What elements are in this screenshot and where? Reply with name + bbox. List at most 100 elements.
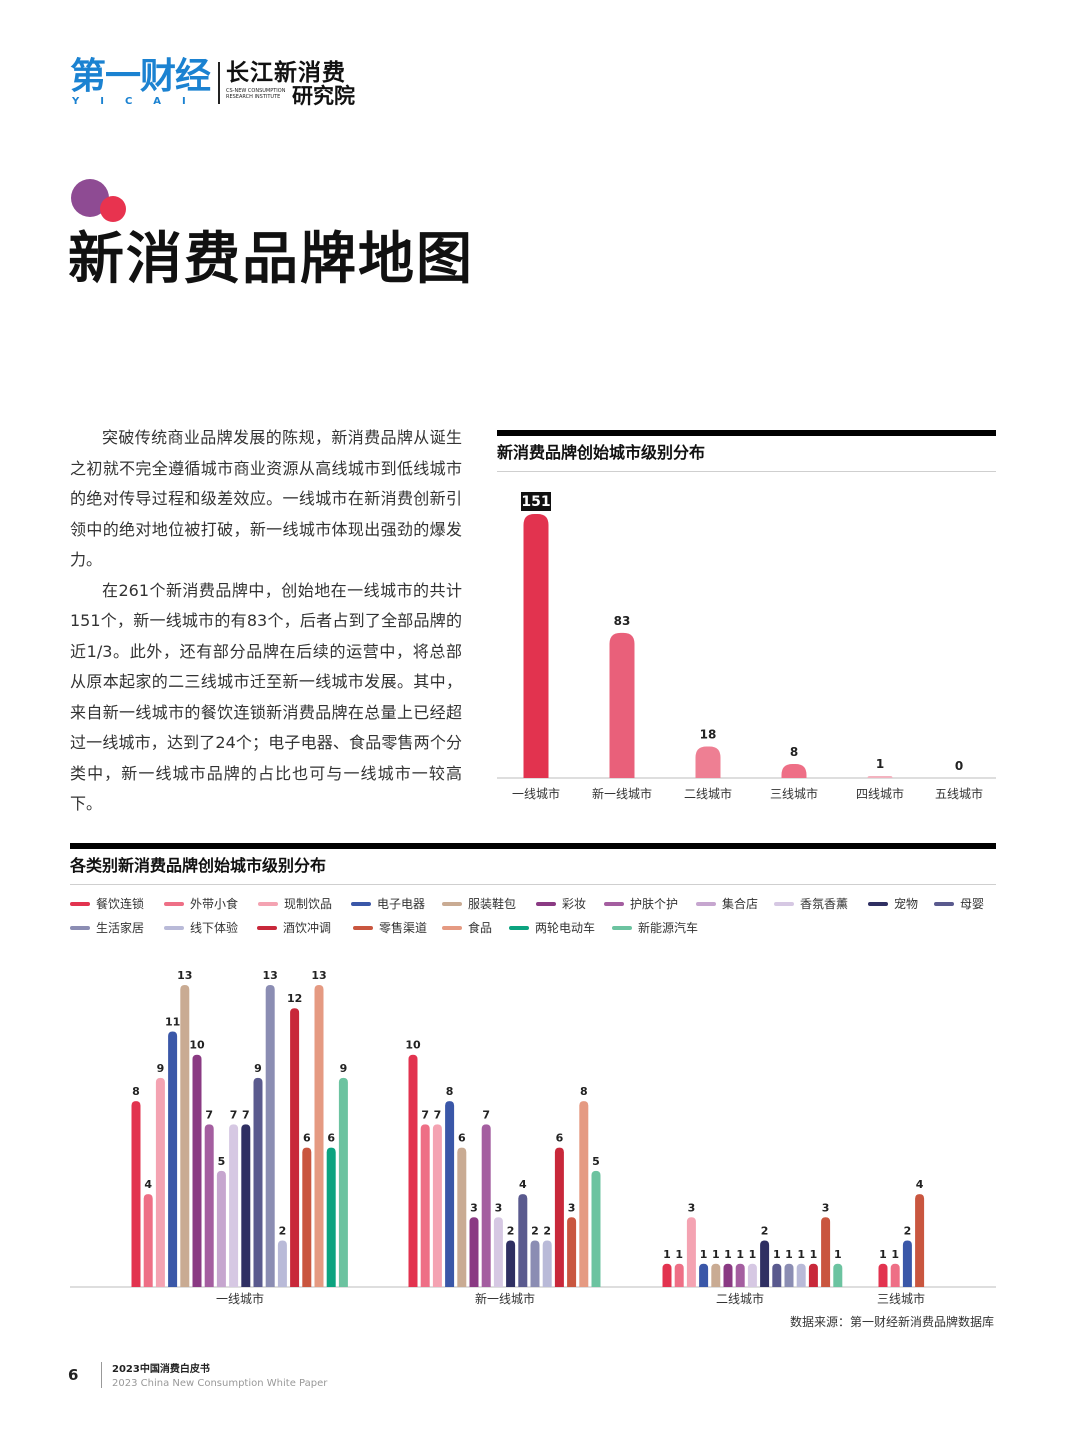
data-label: 1 bbox=[773, 1248, 781, 1261]
data-label: 1 bbox=[879, 1248, 887, 1261]
legend-item: 服装鞋包 bbox=[442, 896, 516, 912]
data-label: 2 bbox=[543, 1225, 551, 1238]
legend-swatch bbox=[774, 901, 794, 906]
legend-swatch bbox=[868, 901, 888, 906]
bar bbox=[760, 1240, 770, 1287]
data-label: 12 bbox=[287, 992, 302, 1005]
data-label: 9 bbox=[157, 1062, 165, 1075]
paragraph: 在261个新消费品牌中，创始地在一线城市的共计151个，新一线城市的有83个，后… bbox=[70, 580, 462, 814]
yicai-logo-cn: 第一财经 bbox=[70, 56, 211, 97]
legend-swatch bbox=[257, 925, 277, 930]
category-label: 一线城市 bbox=[512, 786, 560, 801]
bar bbox=[723, 1263, 733, 1287]
legend-swatch bbox=[70, 901, 90, 906]
bar bbox=[204, 1124, 214, 1287]
data-label: 4 bbox=[144, 1178, 152, 1191]
chart2-title-underline bbox=[70, 884, 996, 885]
data-label: 7 bbox=[482, 1108, 490, 1121]
data-label: 3 bbox=[470, 1201, 478, 1214]
data-label: 1 bbox=[749, 1248, 757, 1261]
legend-swatch bbox=[934, 901, 954, 906]
legend-label: 线下体验 bbox=[190, 921, 239, 935]
bar bbox=[314, 985, 324, 1287]
footer-divider bbox=[101, 1362, 102, 1388]
bar bbox=[143, 1194, 153, 1287]
data-label: 83 bbox=[614, 614, 631, 628]
bar bbox=[674, 1263, 684, 1287]
publisher-logo: 第一财经 YICAI 长江新消费 研究院 CS-NEW CONSUMPTION … bbox=[70, 56, 400, 109]
legend-swatch bbox=[351, 901, 371, 906]
bar bbox=[699, 1263, 709, 1287]
data-label: 2 bbox=[904, 1225, 912, 1238]
data-label: 8 bbox=[446, 1085, 454, 1098]
data-label: 8 bbox=[132, 1085, 140, 1098]
bar bbox=[265, 985, 275, 1287]
legend-item: 集合店 bbox=[696, 896, 758, 912]
bar bbox=[591, 1170, 601, 1287]
bar bbox=[408, 1054, 418, 1287]
bar bbox=[326, 1147, 336, 1287]
data-label: 11 bbox=[165, 1015, 180, 1028]
category-label: 三线城市 bbox=[877, 1291, 925, 1306]
decor-dot-red bbox=[100, 196, 126, 222]
bar bbox=[821, 1217, 831, 1287]
page-title: 新消费品牌地图 bbox=[68, 227, 474, 292]
legend-item: 线下体验 bbox=[164, 920, 238, 936]
legend-label: 彩妆 bbox=[562, 897, 587, 911]
data-label: 6 bbox=[556, 1132, 564, 1145]
data-label: 7 bbox=[230, 1108, 238, 1121]
data-label: 13 bbox=[177, 969, 192, 982]
data-label: 13 bbox=[311, 969, 326, 982]
data-label: 1 bbox=[810, 1248, 818, 1261]
legend-item: 生活家居 bbox=[70, 920, 144, 936]
data-label: 6 bbox=[303, 1132, 311, 1145]
legend-label: 母婴 bbox=[960, 897, 985, 911]
legend-swatch bbox=[353, 925, 373, 930]
data-label: 3 bbox=[688, 1201, 696, 1214]
bar bbox=[902, 1240, 912, 1287]
data-label: 1 bbox=[663, 1248, 671, 1261]
data-label: 6 bbox=[327, 1132, 335, 1145]
city-tier-bar-chart: 151 一线城市 83 新一线城市 18 二线城市 8 三线城市 1 四线城市 0 五线城市 bbox=[497, 492, 996, 801]
legend-swatch bbox=[164, 901, 184, 906]
legend-label: 餐饮连锁 bbox=[96, 897, 145, 911]
data-label: 10 bbox=[189, 1039, 205, 1052]
bar bbox=[432, 1124, 442, 1287]
bar bbox=[542, 1240, 552, 1287]
bar bbox=[833, 1263, 843, 1287]
data-label: 13 bbox=[263, 969, 278, 982]
bar bbox=[609, 632, 635, 778]
data-label-box bbox=[521, 492, 551, 511]
yicai-logo-en: YICAI bbox=[72, 96, 207, 107]
legend-item: 现制饮品 bbox=[258, 896, 332, 912]
bar bbox=[711, 1263, 721, 1287]
bar bbox=[229, 1124, 239, 1287]
bar bbox=[695, 746, 721, 778]
legend-swatch bbox=[509, 925, 529, 930]
category-label: 五线城市 bbox=[935, 786, 983, 801]
data-label: 1 bbox=[785, 1248, 793, 1261]
bar bbox=[796, 1263, 806, 1287]
legend-item: 新能源汽车 bbox=[612, 920, 698, 936]
category-label: 四线城市 bbox=[856, 786, 904, 801]
bar bbox=[523, 514, 549, 778]
bar bbox=[506, 1240, 516, 1287]
data-label: 18 bbox=[700, 728, 717, 742]
data-label: 8 bbox=[580, 1085, 588, 1098]
legend-swatch bbox=[164, 925, 184, 930]
paragraph: 突破传统商业品牌发展的陈规，新消费品牌从诞生之初就不完全遵循城市商业资源从高线城… bbox=[70, 428, 462, 569]
data-label: 6 bbox=[458, 1132, 466, 1145]
legend-item: 宠物 bbox=[868, 896, 918, 912]
data-label: 2 bbox=[507, 1225, 515, 1238]
bar bbox=[277, 1240, 287, 1287]
data-label: 1 bbox=[797, 1248, 805, 1261]
bar bbox=[420, 1124, 430, 1287]
data-label: 1 bbox=[834, 1248, 842, 1261]
bar bbox=[915, 1194, 925, 1287]
category-label: 三线城市 bbox=[770, 786, 818, 801]
bar bbox=[241, 1124, 251, 1287]
bar bbox=[747, 1263, 757, 1287]
chart2-top-rule bbox=[70, 843, 996, 849]
footer-title-en: 2023 China New Consumption White Paper bbox=[112, 1378, 328, 1389]
data-label: 3 bbox=[822, 1201, 830, 1214]
